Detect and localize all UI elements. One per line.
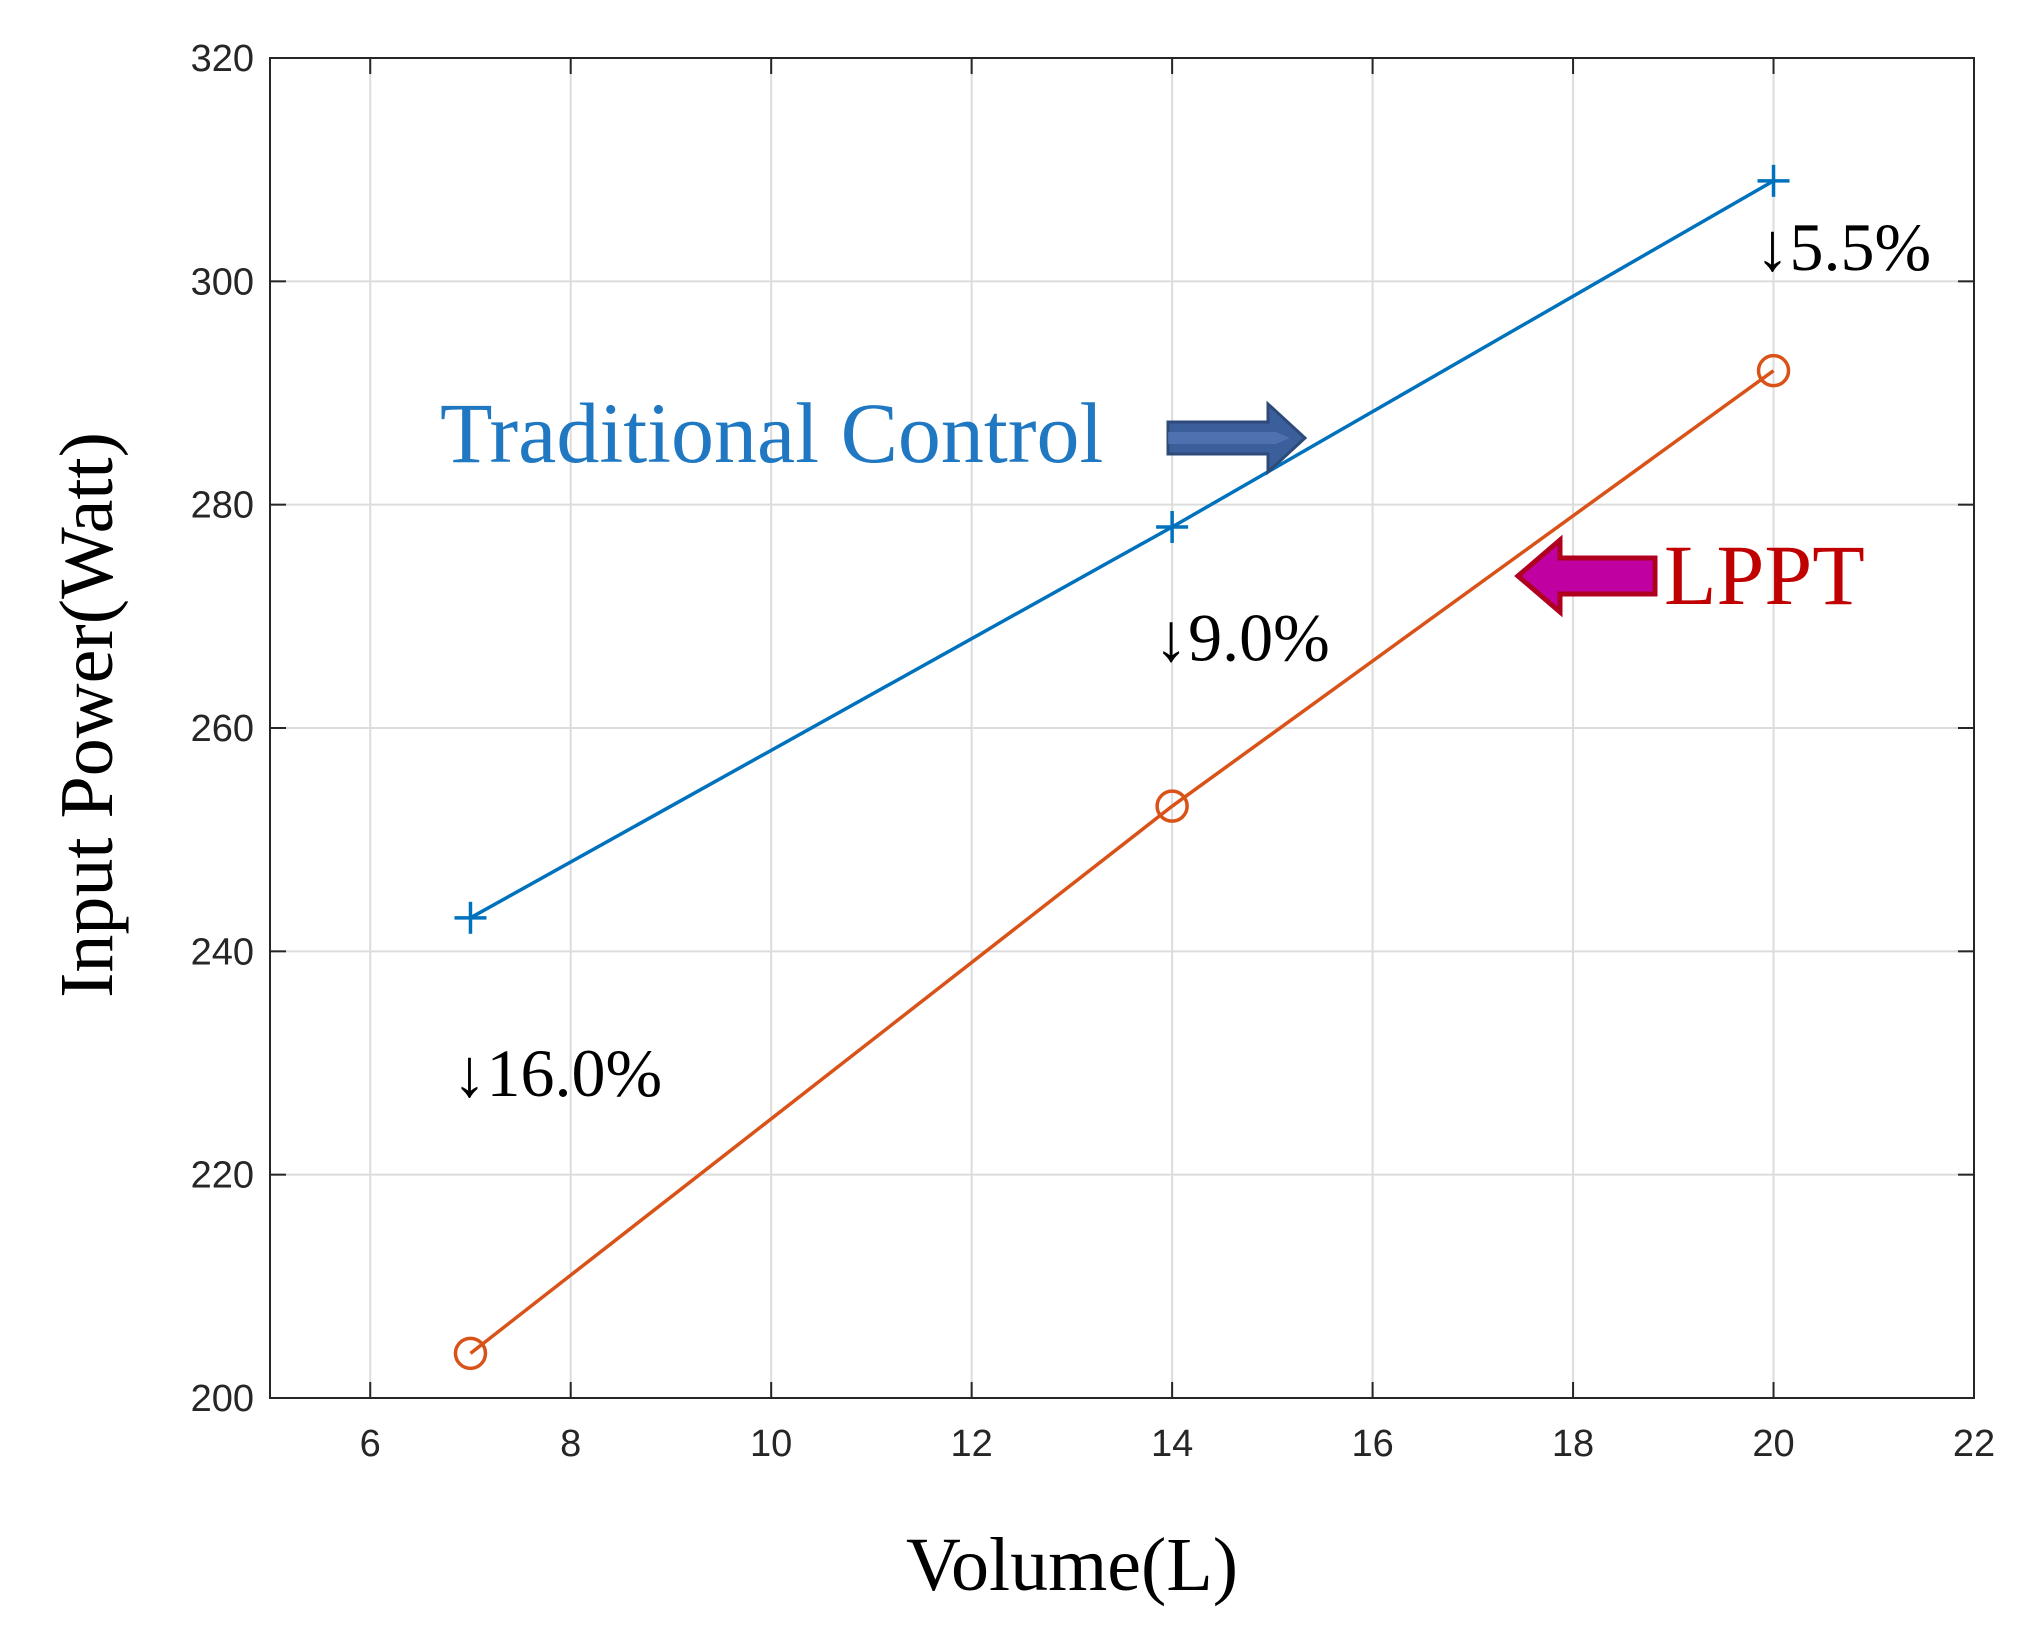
y-tick-label: 260 [191,708,254,750]
data-point-circle [453,1336,488,1371]
percent-reduction-annotation: ↓16.0% [452,1035,662,1111]
percent-reduction-annotation: ↓5.5% [1756,209,1932,285]
series-line-lppt [469,369,1775,1355]
y-tick-label: 220 [191,1155,254,1197]
data-point-plus [454,901,487,934]
x-tick-label: 16 [1351,1423,1393,1465]
x-tick-label: 6 [360,1423,381,1465]
x-tick-label: 12 [951,1423,993,1465]
y-tick-label: 320 [191,38,254,80]
x-tick-label: 14 [1151,1423,1193,1465]
x-tick-label: 10 [750,1423,792,1465]
y-tick-label: 240 [191,931,254,973]
x-axis-label: Volume(L) [906,1523,1238,1607]
x-tick-label: 22 [1953,1423,1995,1465]
y-axis-label: Input Power(Watt) [45,432,129,998]
series-labels: Traditional Control LPPT [440,385,1865,623]
series-line-traditional-control [469,179,1775,920]
label-traditional-control: Traditional Control [440,385,1103,481]
ticks: 6 8 10 12 14 16 18 20 22 200 220 240 260 280 300 320 [191,38,1996,1465]
arrow-traditional-icon [1166,400,1308,476]
y-tick-label: 200 [191,1378,254,1420]
y-tick-label: 300 [191,261,254,303]
arrow-lppt-icon [1514,534,1658,618]
percent-reduction-annotation: ↓9.0% [1154,600,1330,676]
x-tick-label: 8 [560,1423,581,1465]
y-tick-label: 280 [191,485,254,527]
label-lppt: LPPT [1664,527,1865,623]
annotations: ↓16.0% ↓9.0% ↓5.5% [452,209,1931,1111]
data-point-circle [1155,789,1189,823]
data-point-plus [1757,164,1790,197]
grid [270,57,1975,1399]
data-point-plus [1156,511,1189,543]
data-point-circle [1756,353,1791,388]
x-tick-label: 18 [1552,1423,1594,1465]
x-tick-label: 20 [1752,1423,1794,1465]
series [453,164,1791,1371]
